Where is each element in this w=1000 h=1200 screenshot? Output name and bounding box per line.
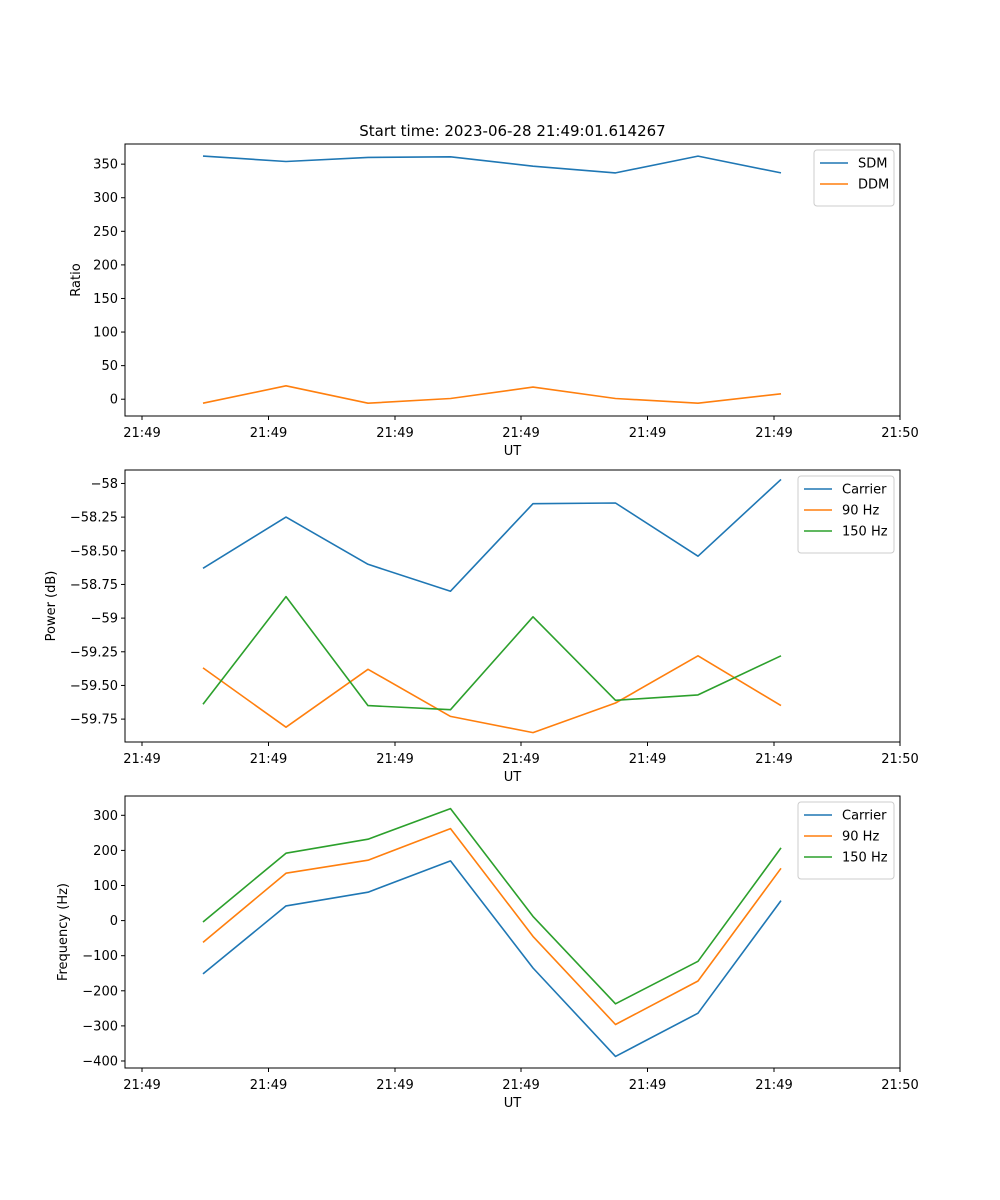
series-line-90-hz <box>202 654 782 734</box>
legend-label: Carrier <box>842 483 887 498</box>
axes-frame <box>124 795 901 1069</box>
legend-label: DDM <box>858 178 889 193</box>
y-tick-label: −59.75 <box>70 713 118 728</box>
legend: Carrier 90 Hz 150 Hz <box>797 475 895 554</box>
x-tick-label: 21:49 <box>502 752 539 767</box>
legend-label: 90 Hz <box>842 830 879 845</box>
y-tick-label: −58.75 <box>70 578 118 593</box>
series-line-carrier <box>202 478 782 593</box>
y-tick-label: 0 <box>110 914 118 929</box>
y-tick-label: 150 <box>93 292 118 307</box>
panel-2: −59.75 −59.50 −59.25 −59 −58.75 −58.50 −58.25 −… <box>44 469 919 785</box>
panel-1: 0 50 100 150 200 250 300 350 21:49 21:49 21:49 21:4… <box>69 143 919 459</box>
legend-label: SDM <box>858 157 887 172</box>
series-line-150-hz <box>202 595 782 711</box>
y-tick-label: 350 <box>93 158 118 173</box>
x-tick-label: 21:49 <box>123 752 160 767</box>
x-tick-label: 21:49 <box>376 1078 413 1093</box>
y-tick-label: 300 <box>93 809 118 824</box>
legend-label: 150 Hz <box>842 525 888 540</box>
x-tick-label: 21:49 <box>629 426 666 441</box>
y-tick-label: 200 <box>93 844 118 859</box>
x-axis-label: UT <box>504 444 522 459</box>
series-line-90-hz <box>202 827 782 1026</box>
x-tick-label: 21:49 <box>629 752 666 767</box>
x-tick-label: 21:49 <box>123 1078 160 1093</box>
y-tick-label: −100 <box>82 949 118 964</box>
y-tick-label: 100 <box>93 326 118 341</box>
y-tick-label: −200 <box>82 984 118 999</box>
series-line-sdm <box>202 155 782 174</box>
y-tick-label: −400 <box>82 1054 118 1069</box>
axes-frame <box>124 143 901 417</box>
legend: SDM DDM <box>813 149 895 207</box>
panels: 0 50 100 150 200 250 300 350 21:49 21:49 21:49 21:4… <box>44 143 919 1111</box>
y-axis-label: Power (dB) <box>44 571 59 642</box>
y-tick-label: 100 <box>93 879 118 894</box>
x-tick-label: 21:49 <box>250 752 287 767</box>
series-line-ddm <box>202 384 782 405</box>
y-tick-label: −58 <box>91 477 118 492</box>
legend-box <box>813 149 895 207</box>
legend-box <box>797 801 895 880</box>
legend-label: 150 Hz <box>842 851 888 866</box>
x-tick-label: 21:50 <box>881 426 918 441</box>
y-axis-label: Frequency (Hz) <box>56 883 71 981</box>
y-axis-label: Ratio <box>69 263 84 296</box>
y-tick-label: 200 <box>93 258 118 273</box>
x-tick-label: 21:49 <box>123 426 160 441</box>
x-axis-label: UT <box>504 1096 522 1111</box>
x-tick-label: 21:50 <box>881 1078 918 1093</box>
x-tick-label: 21:50 <box>881 752 918 767</box>
x-tick-label: 21:49 <box>629 1078 666 1093</box>
y-tick-label: −58.25 <box>70 511 118 526</box>
y-tick-label: −300 <box>82 1019 118 1034</box>
legend-label: Carrier <box>842 809 887 824</box>
y-tick-label: −59.50 <box>70 679 118 694</box>
x-tick-label: 21:49 <box>376 752 413 767</box>
panel-3: −400 −300 −200 −100 0 100 200 300 21:49 21:49 21:4… <box>56 795 919 1111</box>
x-tick-label: 21:49 <box>250 426 287 441</box>
legend-box <box>797 475 895 554</box>
x-tick-label: 21:49 <box>755 426 792 441</box>
series-line-carrier <box>202 860 782 1058</box>
y-tick-label: −59.25 <box>70 645 118 660</box>
x-tick-label: 21:49 <box>502 426 539 441</box>
y-tick-label: −59 <box>91 612 118 627</box>
y-tick-label: 50 <box>101 359 118 374</box>
axes-frame <box>124 469 901 743</box>
legend: Carrier 90 Hz 150 Hz <box>797 801 895 880</box>
figure-title: Start time: 2023-06-28 21:49:01.614267 <box>359 122 665 140</box>
x-tick-label: 21:49 <box>250 1078 287 1093</box>
x-axis-label: UT <box>504 770 522 785</box>
legend-label: 90 Hz <box>842 504 879 519</box>
y-tick-label: 250 <box>93 225 118 240</box>
series-line-150-hz <box>202 807 782 1005</box>
x-tick-label: 21:49 <box>376 426 413 441</box>
y-tick-label: 300 <box>93 191 118 206</box>
x-tick-label: 21:49 <box>755 1078 792 1093</box>
y-tick-label: −58.50 <box>70 544 118 559</box>
y-tick-label: 0 <box>110 393 118 408</box>
x-tick-label: 21:49 <box>755 752 792 767</box>
x-tick-label: 21:49 <box>502 1078 539 1093</box>
